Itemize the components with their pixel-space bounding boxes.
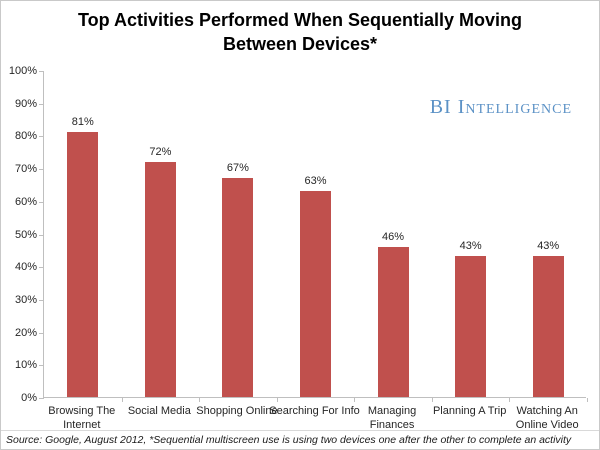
bar-value-label-2: 67% bbox=[226, 161, 249, 174]
y-tick-mark bbox=[39, 267, 44, 269]
bar-6 bbox=[532, 256, 564, 397]
y-tick-label-80: 80% bbox=[14, 130, 37, 143]
y-tick-label-100: 100% bbox=[8, 65, 37, 77]
x-tick-label-1: Social Media bbox=[127, 405, 191, 417]
bar-0 bbox=[67, 132, 99, 397]
y-tick-mark bbox=[39, 332, 44, 334]
x-tick-label-3: Searching For Info bbox=[269, 405, 360, 417]
y-tick-mark bbox=[39, 299, 44, 301]
y-tick-mark bbox=[39, 234, 44, 236]
bar-value-label-3: 63% bbox=[304, 175, 327, 187]
y-tick-mark bbox=[39, 103, 44, 105]
x-tick-label-6: Watching An Online Video bbox=[515, 405, 579, 431]
y-tick-mark bbox=[39, 201, 44, 203]
y-tick-label-50: 50% bbox=[14, 228, 37, 241]
y-tick-label-30: 30% bbox=[14, 293, 37, 306]
bar-value-label-4: 46% bbox=[382, 230, 405, 243]
y-tick-label-0: 0% bbox=[21, 392, 37, 404]
bar-value-label-6: 43% bbox=[537, 240, 560, 253]
y-tick-mark bbox=[39, 398, 44, 399]
x-tick-label-2: Shopping Online bbox=[196, 405, 278, 417]
source-note: Source: Google, August 2012, *Sequential… bbox=[6, 434, 572, 446]
x-tick-label-5: Planning A Trip bbox=[432, 405, 507, 417]
bar-3 bbox=[300, 191, 331, 397]
bar-value-label-0: 81% bbox=[71, 116, 94, 129]
bi-intelligence-watermark: BI Intelligence bbox=[429, 96, 572, 118]
y-tick-label-40: 40% bbox=[14, 261, 37, 274]
y-tick-mark bbox=[39, 169, 44, 171]
y-tick-label-70: 70% bbox=[14, 163, 37, 176]
y-tick-label-20: 20% bbox=[14, 326, 37, 339]
x-tick-mark bbox=[431, 398, 433, 402]
x-tick-mark bbox=[121, 398, 123, 402]
chart-title-line-2: Between Devices* bbox=[222, 34, 378, 54]
y-tick-mark bbox=[39, 365, 44, 367]
x-tick-label-4: Managing Finances bbox=[367, 405, 417, 431]
footer-divider bbox=[1, 430, 599, 431]
bar-5 bbox=[455, 256, 487, 397]
y-tick-label-10: 10% bbox=[14, 359, 37, 372]
x-tick-mark bbox=[509, 398, 511, 402]
y-tick-mark bbox=[39, 71, 44, 72]
x-tick-mark bbox=[587, 398, 588, 402]
bar-value-label-5: 43% bbox=[459, 240, 482, 253]
bar-1 bbox=[144, 161, 176, 397]
x-tick-mark bbox=[354, 398, 356, 402]
bar-2 bbox=[222, 177, 254, 397]
bar-value-label-1: 72% bbox=[149, 145, 172, 158]
bar-4 bbox=[377, 246, 409, 397]
plot-area: 81% 72% 67% 63% 46% 43% 43% bbox=[43, 71, 588, 402]
x-tick-label-0: Browsing The Internet bbox=[48, 405, 116, 431]
y-tick-label-60: 60% bbox=[14, 195, 37, 208]
chart-title-line-1: Top Activities Performed When Sequential… bbox=[77, 10, 523, 30]
chart-title: Top Activities Performed When Sequential… bbox=[1, 8, 599, 56]
y-tick-label-90: 90% bbox=[14, 97, 37, 110]
y-tick-mark bbox=[39, 136, 44, 138]
x-tick-mark bbox=[276, 398, 278, 402]
x-tick-mark bbox=[199, 398, 201, 402]
